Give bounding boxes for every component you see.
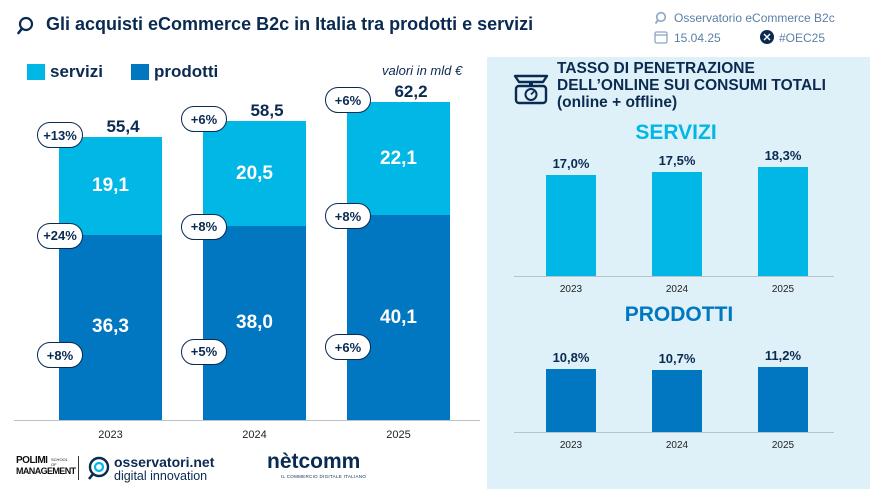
- x-tick-2024: 2024: [242, 429, 267, 441]
- scale-icon: [511, 66, 551, 106]
- bar-prodotti-2024: [203, 225, 306, 420]
- total-label-2025: 62,2: [394, 82, 428, 102]
- servizi-x-tick-2025: 2025: [771, 284, 795, 295]
- prodotti-x-axis: [514, 432, 834, 433]
- prodotti-value-2025: 11,2%: [764, 348, 802, 363]
- osservatori-line1: osservatori.net: [114, 454, 215, 470]
- search-icon: [16, 16, 36, 36]
- event-name: Osservatorio eCommerce B2c: [674, 11, 835, 25]
- polimi-line2: MANAGEMENT: [16, 466, 76, 476]
- event-hashtag: #OEC25: [779, 31, 826, 45]
- legend-label-prodotti: prodotti: [154, 62, 219, 81]
- prodotti-value-2023: 10,8%: [552, 350, 590, 366]
- servizi-bar-2023: [546, 174, 596, 276]
- prodotti-bar-2025: [758, 367, 808, 432]
- servizi-value-2024: 17,5%: [658, 152, 696, 168]
- servizi-heading: SERVIZI: [635, 121, 717, 144]
- event-date: 15.04.25: [674, 31, 721, 45]
- growth-total-2024: +6%: [181, 106, 227, 133]
- x-logo-icon: [760, 30, 774, 44]
- growth-servizi-2025: +8%: [325, 203, 371, 230]
- growth-prodotti-2024: +5%: [181, 338, 227, 365]
- polimi-small: SCHOOL OF: [51, 457, 68, 467]
- netcomm-logo: nètcomm: [267, 450, 361, 473]
- polimi-line1: POLIMI: [16, 455, 48, 466]
- logo-divider: [78, 456, 79, 480]
- bar-servizi-2023: [59, 137, 162, 235]
- servizi-bar-2024: [652, 171, 702, 276]
- growth-total-2025: +6%: [325, 87, 371, 114]
- prodotti-x-tick-2025: 2025: [771, 440, 795, 451]
- bar-servizi-2024: [203, 121, 306, 226]
- x-tick-2023: 2023: [98, 429, 123, 441]
- label-prodotti-2024: 38,0: [236, 311, 273, 333]
- main-stacked-bar-chart: 36,3 19,1 55,4 2023 +13% +24% +8% 38,0 20,5 58,5 2…: [14, 82, 480, 441]
- osservatori-line2: digital innovation: [114, 469, 208, 483]
- unit-note: valori in mld €: [382, 63, 463, 78]
- servizi-value-2023: 17,0%: [552, 155, 590, 171]
- servizi-x-axis: [514, 276, 834, 277]
- x-tick-2025: 2025: [386, 429, 411, 441]
- osservatori-logo-icon: [86, 455, 112, 481]
- prodotti-x-tick-2024: 2024: [665, 440, 689, 451]
- prodotti-value-2024: 10,7%: [658, 350, 696, 366]
- label-prodotti-2025: 40,1: [380, 306, 417, 328]
- servizi-x-tick-2024: 2024: [665, 284, 689, 295]
- polimi-logo: POLIMI SCHOOL OF MANAGEMENT: [16, 455, 80, 483]
- label-servizi-2025: 22,1: [380, 147, 417, 169]
- legend-swatch-servizi: [27, 64, 45, 80]
- prodotti-heading: PRODOTTI: [624, 303, 734, 326]
- label-prodotti-2023: 36,3: [92, 316, 129, 338]
- growth-servizi-2023: +24%: [37, 222, 83, 249]
- growth-servizi-2024: +8%: [181, 213, 227, 240]
- total-label-2024: 58,5: [250, 101, 284, 121]
- prodotti-bar-2023: [546, 369, 596, 432]
- growth-prodotti-2025: +6%: [325, 334, 371, 360]
- x-axis-line: [14, 420, 480, 421]
- prodotti-bar-2024: [652, 369, 702, 432]
- search-icon: [654, 11, 668, 25]
- netcomm-subtitle: IL COMMERCIO DIGITALE ITALIANO: [281, 474, 367, 479]
- calendar-icon: [654, 30, 668, 44]
- legend-label-servizi: servizi: [50, 62, 103, 81]
- bar-prodotti-2025: [347, 215, 450, 420]
- legend-swatch-prodotti: [131, 64, 149, 80]
- bar-servizi-2025: [347, 102, 450, 216]
- growth-prodotti-2023: +8%: [37, 342, 83, 369]
- bar-prodotti-2023: [59, 234, 162, 420]
- page-title: Gli acquisti eCommerce B2c in Italia tra…: [46, 14, 534, 34]
- servizi-x-tick-2023: 2023: [559, 284, 583, 295]
- servizi-bar-2025: [758, 167, 808, 276]
- growth-total-2023: +13%: [37, 122, 83, 149]
- label-servizi-2023: 19,1: [92, 174, 129, 196]
- prodotti-x-tick-2023: 2023: [559, 440, 583, 451]
- label-servizi-2024: 20,5: [236, 162, 273, 184]
- panel-title: TASSO DI PENETRAZIONE DELL’ONLINE SUI CO…: [557, 60, 826, 111]
- total-label-2023: 55,4: [106, 117, 140, 137]
- servizi-value-2025: 18,3%: [764, 148, 802, 163]
